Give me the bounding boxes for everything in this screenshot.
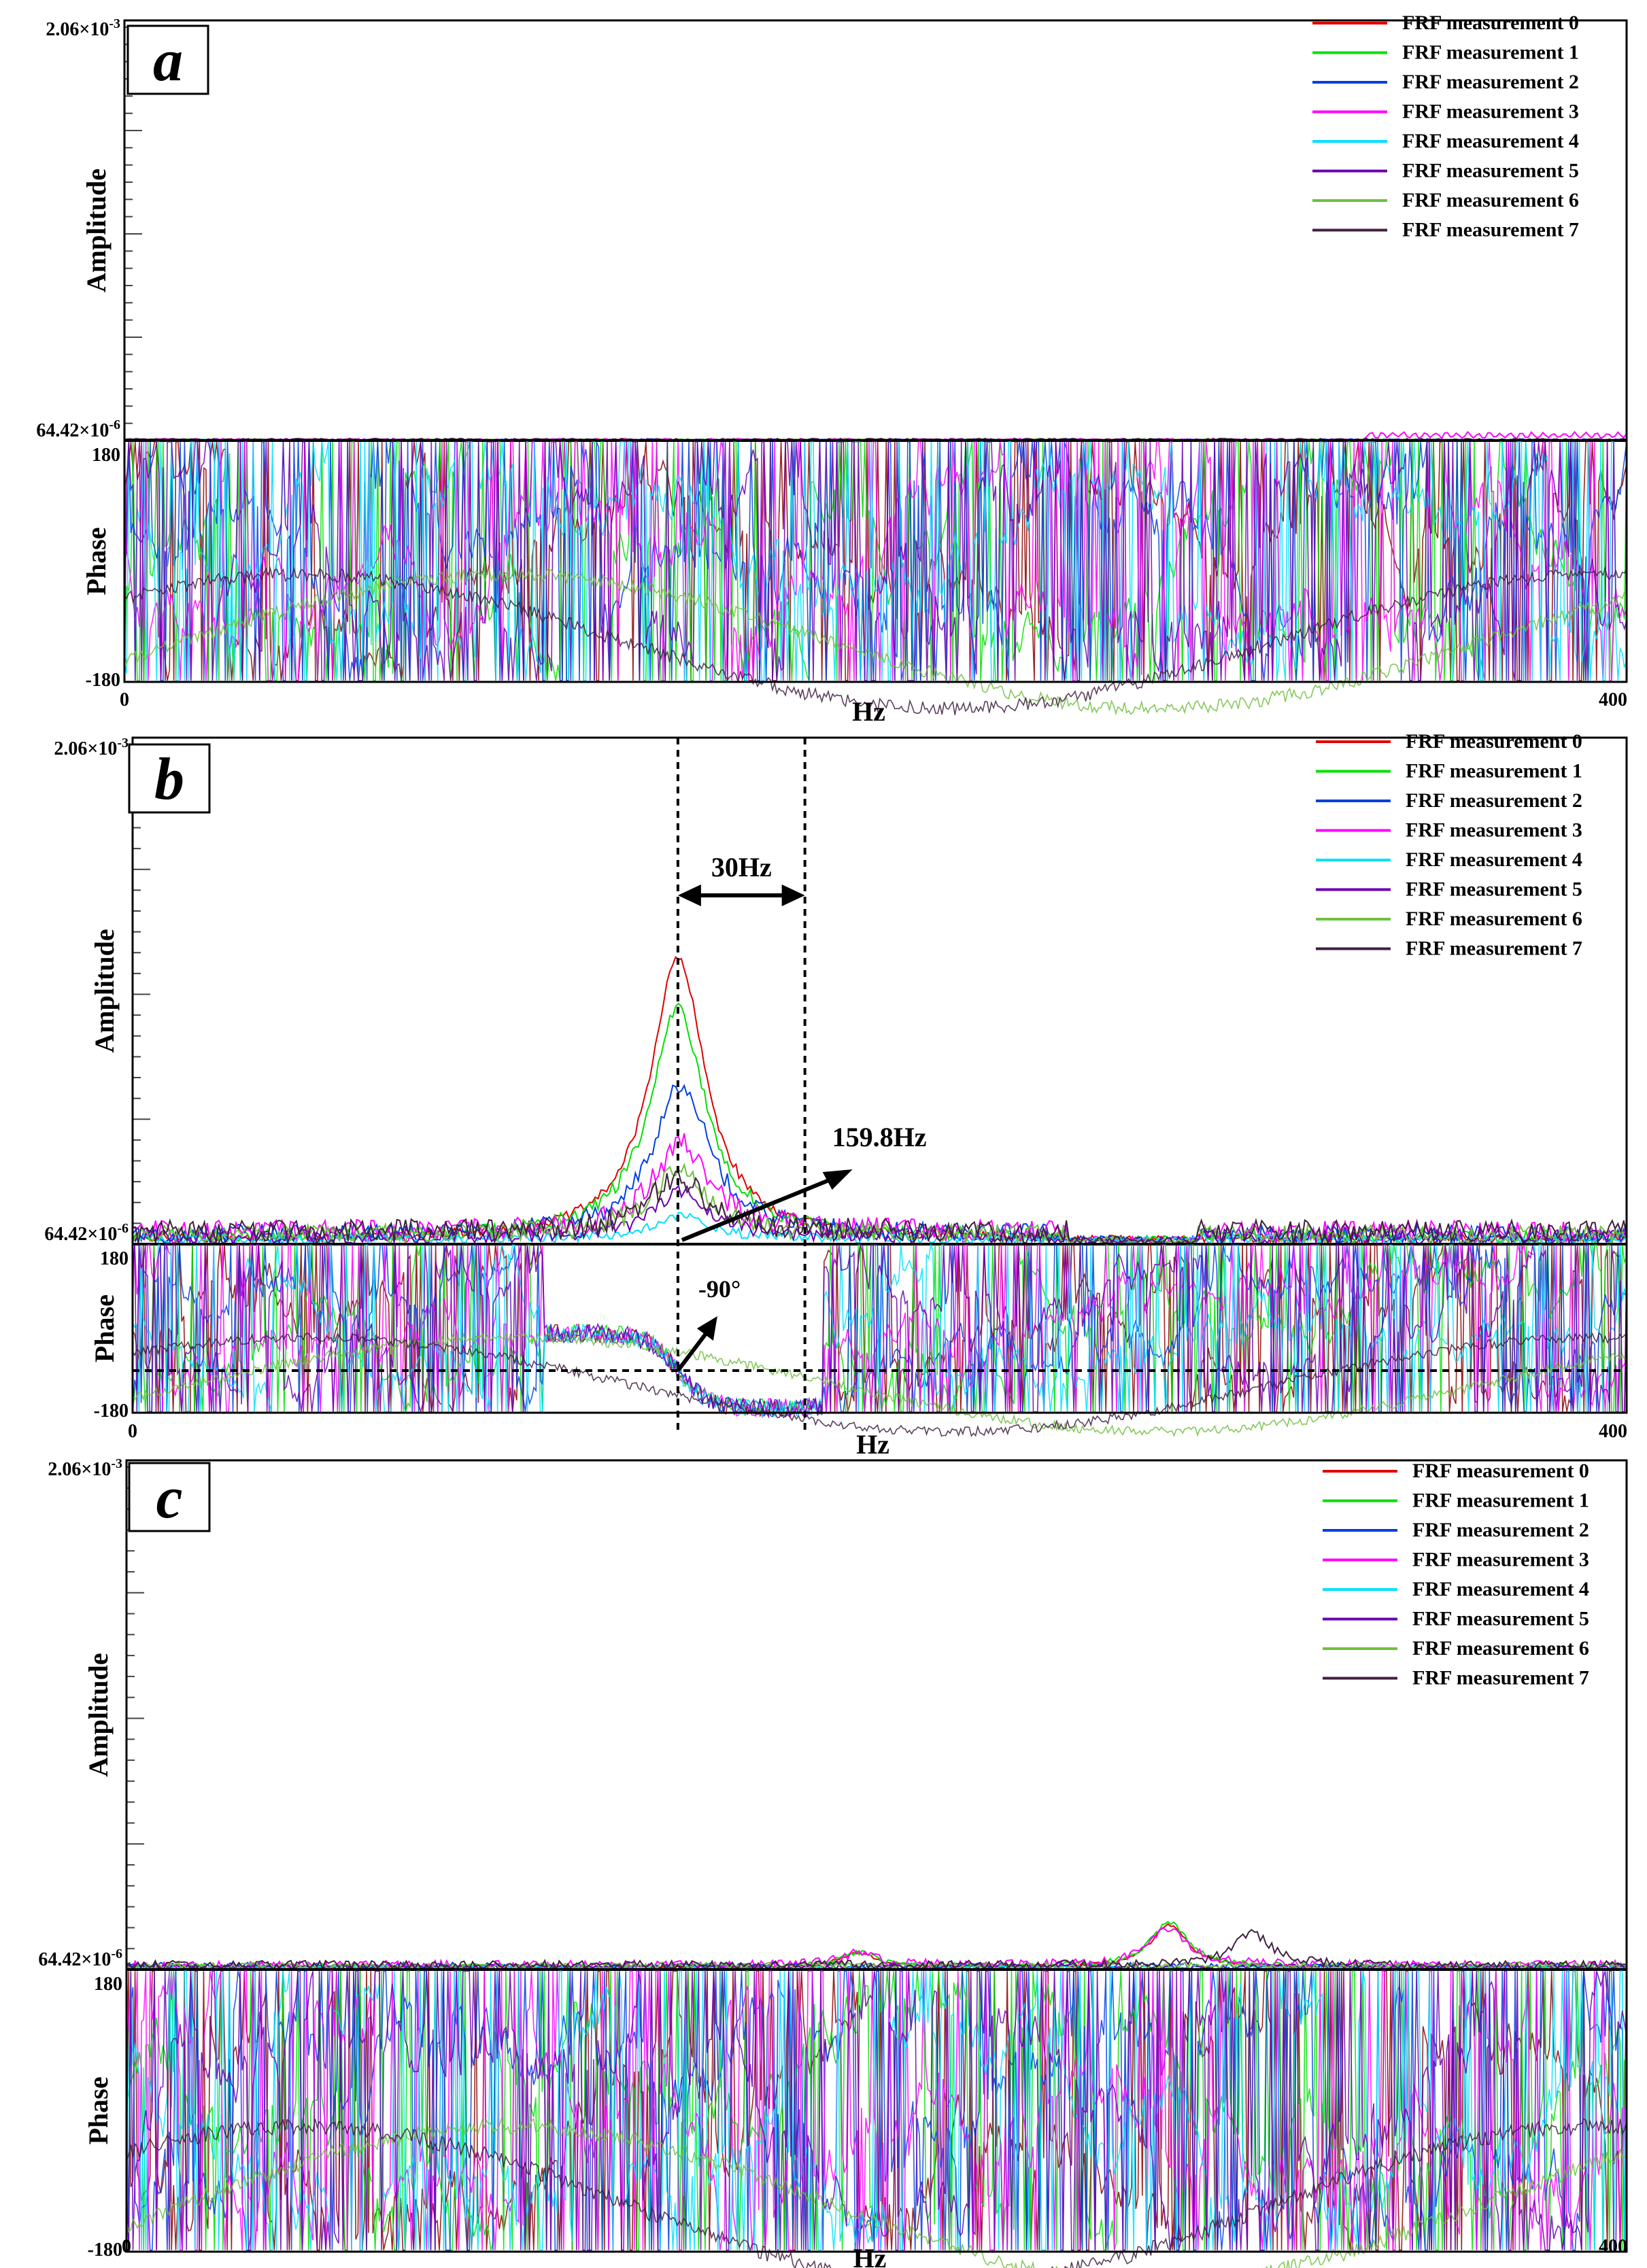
x-tick-label: 400 [1599,689,1627,710]
amplitude-trace-7 [132,1170,1627,1245]
phase-trace-2 [132,1244,1627,1419]
x-tick-label: 0 [128,1421,137,1442]
legend-entry: FRF measurement 5 [1402,160,1579,182]
legend-entry: FRF measurement 2 [1402,71,1579,93]
phase-top-label: 180 [92,445,120,466]
phase-top-label: 180 [94,1974,122,1995]
legend: FRF measurement 0 FRF measurement 1 FRF me… [1323,1460,1589,1689]
legend-entry: FRF measurement 3 [1406,819,1582,842]
phase-trace-1 [124,441,1627,681]
phase-trace-6 [126,2116,1627,2268]
phase-trace-5 [132,1244,1627,1419]
x-tick-label: 0 [120,689,129,710]
x-axis-label: Hz [852,696,885,727]
phase-series [124,441,1627,716]
phase-trace-7 [124,566,1627,715]
amplitude-bottom-label: 64.42×10-6 [44,1221,129,1245]
amplitude-top-label: 2.06×10-3 [54,736,129,759]
legend-entry: FRF measurement 4 [1412,1578,1589,1600]
panel-label-box [128,743,211,814]
phase-series [126,1970,1627,2268]
x-tick-label: 400 [1599,2236,1627,2257]
amplitude-trace-7 [126,1929,1627,1972]
legend-entry: FRF measurement 3 [1402,101,1579,123]
legend-entry: FRF measurement 7 [1406,938,1582,960]
phase-axis-label: Phase [83,2077,114,2145]
phase-trace-5 [126,1970,1627,2251]
amplitude-axis-label: Amplitude [83,1653,114,1776]
amplitude-trace-6 [132,1163,1627,1245]
legend-entry: FRF measurement 0 [1402,12,1579,34]
phase-trace-6 [124,566,1627,716]
legend-entry: FRF measurement 3 [1412,1549,1589,1571]
legend-entry: FRF measurement 1 [1412,1490,1589,1512]
legend-entry: FRF measurement 0 [1406,730,1582,753]
amplitude-axis-label: Amplitude [89,929,120,1052]
plot-outline [125,1459,1628,2253]
legend-entry: FRF measurement 5 [1406,878,1582,901]
phase-label: -90° [698,1275,741,1303]
legend-entry: FRF measurement 6 [1412,1637,1589,1660]
x-axis-label: Hz [856,1429,889,1460]
phase-trace-7 [126,2118,1627,2268]
phase-bottom-label: -180 [94,1401,129,1422]
peak-arrow-head [822,1169,853,1190]
amplitude-series [132,956,1627,1246]
phase-bottom-label: -180 [86,670,120,691]
phase-trace-2 [124,441,1627,681]
panel-label: b [154,746,184,812]
legend-entry: FRF measurement 4 [1402,130,1579,152]
legend-entry: FRF measurement 4 [1406,848,1582,871]
band-label: 30Hz [711,852,772,882]
phase-trace-6 [132,1331,1627,1437]
peak-arrow [681,1174,840,1242]
legend-entry: FRF measurement 0 [1412,1460,1589,1482]
amplitude-top-label: 2.06×10-3 [46,16,120,40]
phase-trace-4 [126,1970,1627,2251]
panel-label-box [128,1462,211,1532]
amplitude-bottom-label: 64.42×10-6 [36,417,120,441]
legend-entry: FRF measurement 7 [1412,1667,1589,1689]
x-tick-label: 400 [1599,1421,1627,1442]
phase-axis-label: Phase [89,1294,120,1362]
phase-trace-3 [132,1243,1627,1419]
amplitude-bottom-label: 64.42×10-6 [38,1946,122,1970]
legend: FRF measurement 0 FRF measurement 1 FRF me… [1316,730,1582,960]
panel-label: c [156,1465,182,1531]
amplitude-series [126,1921,1627,1972]
phase-top-label: 180 [100,1248,129,1269]
plot-outline [131,736,1628,1414]
annotations: 30Hz 159.8Hz -90° [133,738,1627,1432]
x-axis-label: Hz [853,2243,887,2268]
legend-entry: FRF measurement 1 [1406,760,1582,783]
panel-a: Amplitude Phase 2.06×10-3 64.42×10-6 180 -180… [36,12,1628,727]
phase-trace-7 [132,1332,1627,1437]
legend-entry: FRF measurement 5 [1412,1608,1589,1630]
panel-b: Amplitude Phase 2.06×10-3 64.42×10-6 180 -180… [44,730,1628,1460]
legend-entry: FRF measurement 6 [1402,189,1579,211]
legend-entry: FRF measurement 7 [1402,219,1579,241]
phase-bottom-label: -180 [88,2239,122,2261]
phase-arrow-head [696,1316,717,1341]
band-arrow-head-right [781,884,805,906]
panel-label-box [126,24,209,95]
peak-label: 159.8Hz [832,1122,927,1152]
x-tick-label: 0 [122,2236,131,2257]
legend-entry: FRF measurement 6 [1406,908,1582,930]
panel-label: a [153,28,183,94]
panel-c: Amplitude Phase 2.06×10-3 64.42×10-6 180 -180… [38,1456,1628,2268]
amplitude-top-label: 2.06×10-3 [48,1456,122,1480]
phase-axis-label: Phase [81,528,112,596]
amplitude-axis-label: Amplitude [81,169,112,292]
band-arrow-head-left [677,884,701,906]
legend-entry: FRF measurement 2 [1412,1519,1589,1541]
legend-entry: FRF measurement 1 [1402,41,1579,64]
legend-entry: FRF measurement 2 [1406,789,1582,812]
phase-trace-5 [124,441,1627,681]
legend: FRF measurement 0 FRF measurement 1 FRF me… [1312,12,1579,241]
phase-trace-4 [124,441,1627,681]
plot-outline [123,19,1628,683]
